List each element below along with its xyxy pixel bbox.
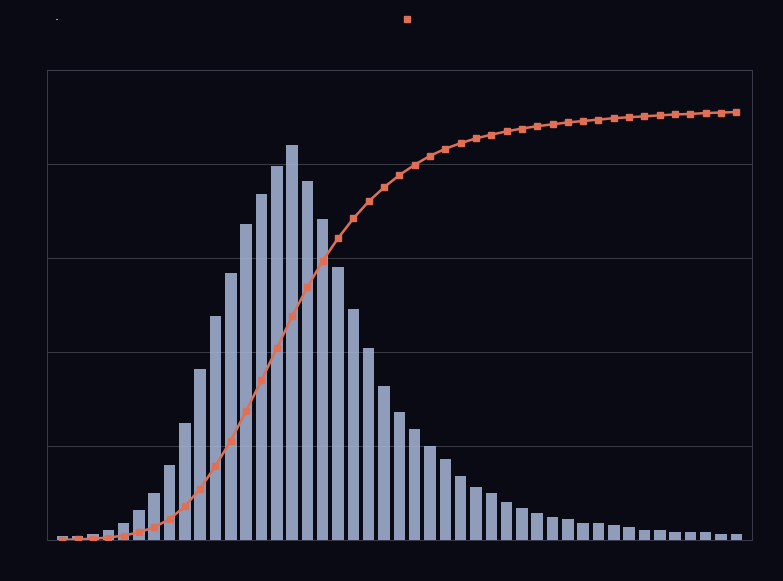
- Bar: [149, 493, 160, 540]
- Bar: [455, 476, 467, 540]
- Bar: [485, 493, 497, 540]
- Bar: [547, 517, 558, 540]
- Bar: [301, 181, 313, 540]
- Bar: [409, 429, 420, 540]
- Bar: [669, 532, 681, 540]
- Bar: [439, 459, 451, 540]
- Bar: [72, 536, 83, 540]
- Bar: [194, 369, 206, 540]
- Bar: [256, 194, 267, 540]
- Bar: [593, 523, 604, 540]
- Bar: [87, 534, 99, 540]
- Bar: [470, 487, 482, 540]
- Bar: [317, 220, 329, 540]
- Bar: [577, 523, 589, 540]
- Bar: [56, 536, 68, 540]
- Bar: [271, 166, 283, 540]
- Bar: [332, 267, 344, 540]
- Bar: [731, 534, 742, 540]
- Bar: [348, 309, 359, 540]
- Bar: [700, 532, 712, 540]
- Bar: [532, 512, 543, 540]
- Bar: [133, 510, 145, 540]
- Bar: [363, 348, 374, 540]
- Legend: : [405, 18, 410, 20]
- Bar: [608, 525, 619, 540]
- Bar: [117, 523, 129, 540]
- Bar: [210, 315, 222, 540]
- Bar: [424, 446, 435, 540]
- Bar: [501, 502, 512, 540]
- Bar: [103, 530, 114, 540]
- Bar: [516, 508, 528, 540]
- Bar: [716, 534, 727, 540]
- Bar: [654, 530, 666, 540]
- Bar: [240, 224, 252, 540]
- Bar: [639, 530, 650, 540]
- Bar: [562, 519, 574, 540]
- Bar: [623, 528, 635, 540]
- Bar: [684, 532, 696, 540]
- Bar: [394, 412, 405, 540]
- Bar: [179, 423, 190, 540]
- Legend: : [56, 18, 59, 20]
- Bar: [287, 145, 298, 540]
- Bar: [164, 465, 175, 540]
- Bar: [378, 386, 390, 540]
- Bar: [225, 273, 236, 540]
